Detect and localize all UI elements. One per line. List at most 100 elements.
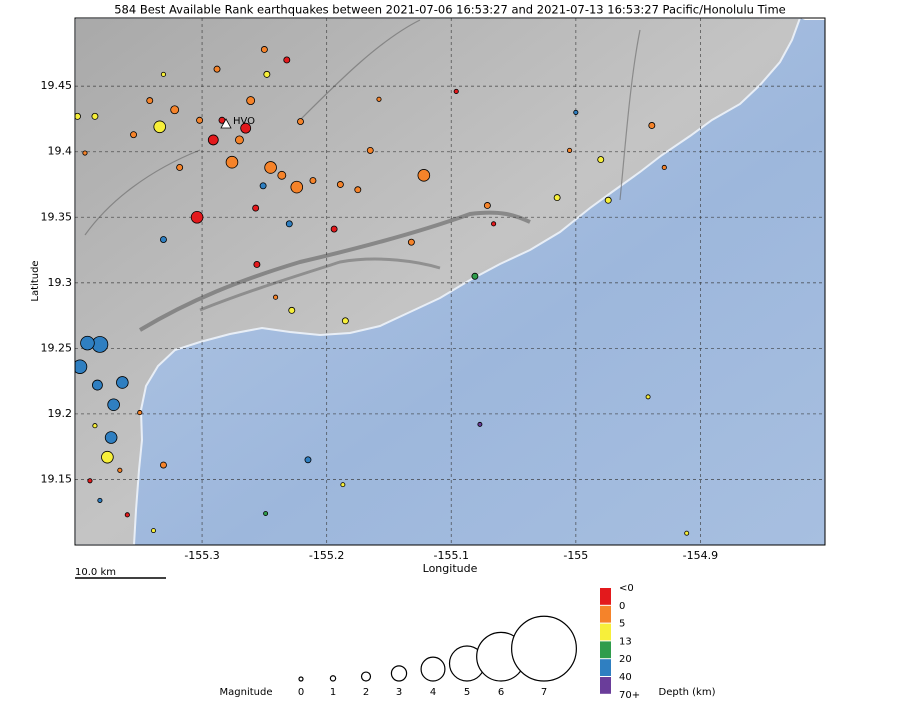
magnitude-legend-label: 2	[363, 687, 369, 698]
earthquake	[117, 467, 123, 473]
earthquake	[259, 182, 267, 190]
earthquake	[75, 359, 88, 374]
y-tick-label: 19.35	[41, 210, 73, 223]
depth-legend-label: <0	[619, 583, 634, 594]
x-tick-label: -155.1	[434, 549, 469, 562]
depth-legend-swatch	[600, 588, 611, 605]
earthquake	[340, 482, 346, 488]
earthquake	[207, 134, 219, 146]
depth-legend-swatch	[600, 659, 611, 676]
station-label: HVO	[233, 116, 255, 127]
earthquake	[92, 379, 103, 391]
fault-line	[84, 19, 641, 236]
earthquake	[151, 528, 156, 534]
earthquake	[253, 261, 261, 268]
earthquake	[366, 146, 374, 154]
magnitude-legend-title: Magnitude	[220, 687, 273, 698]
earthquake	[330, 225, 338, 233]
depth-legend-swatch	[600, 605, 611, 623]
earthquake	[453, 88, 459, 94]
magnitude-legend-label: 0	[298, 687, 304, 698]
earthquake	[553, 194, 561, 202]
station-marker	[220, 118, 232, 129]
map-area: HVO	[75, 18, 825, 545]
earthquake	[336, 181, 344, 188]
rift-zone	[199, 257, 441, 312]
earthquake	[225, 155, 239, 169]
earthquake	[471, 272, 479, 280]
earthquake	[146, 97, 154, 105]
earthquake	[304, 456, 312, 464]
y-axis-label: Latitude	[30, 260, 41, 301]
earthquake	[309, 177, 317, 185]
depth-legend-label: 70+	[619, 690, 640, 701]
earthquake	[604, 196, 612, 204]
earthquake	[297, 118, 304, 126]
earthquake	[263, 511, 269, 516]
earthquake	[91, 112, 99, 120]
x-tick-label: -155.3	[184, 549, 219, 562]
earthquake	[104, 431, 118, 444]
earthquake	[407, 238, 415, 246]
earthquake	[264, 161, 277, 174]
magnitude-legend-label: 4	[430, 687, 436, 698]
earthquake	[160, 236, 167, 243]
earthquake	[176, 163, 184, 171]
graticule	[75, 18, 825, 545]
earthquake	[153, 120, 166, 134]
y-tick-label: 19.2	[48, 407, 73, 420]
rift-zone	[138, 210, 531, 332]
earthquake	[648, 122, 656, 129]
earthquake	[376, 96, 382, 102]
earthquake	[273, 294, 279, 300]
earthquake	[684, 530, 690, 536]
magnitude-legend-label: 5	[464, 687, 470, 698]
earthquake	[235, 135, 244, 145]
magnitude-legend-circle	[420, 656, 446, 682]
scale-bar-label: 10.0 km	[75, 567, 116, 578]
earthquake	[97, 497, 103, 503]
x-tick-label: -154.9	[683, 549, 718, 562]
y-tick-label: 19.25	[41, 341, 73, 354]
depth-legend-swatch	[600, 677, 611, 694]
map-title: 584 Best Available Rank earthquakes betw…	[114, 3, 786, 17]
earthquake	[80, 335, 95, 351]
earthquake	[573, 109, 579, 115]
earthquake	[491, 221, 497, 227]
earthquake	[285, 220, 293, 228]
earthquake	[290, 180, 304, 194]
depth-legend-title: Depth (km)	[659, 687, 716, 698]
depth-legend-swatch	[600, 641, 611, 659]
magnitude-legend-circle	[329, 675, 337, 682]
earthquake	[567, 147, 573, 153]
depth-legend-label: 20	[619, 654, 632, 665]
earthquake	[277, 170, 287, 180]
earthquake	[92, 423, 98, 429]
y-tick-label: 19.45	[41, 79, 73, 92]
earthquakes	[75, 46, 690, 536]
earthquake	[645, 394, 651, 400]
legend: 0 1 2 3 4 5 6 7 <0 0 5 13 20 40 70+	[298, 583, 640, 701]
y-tick-label: 19.4	[48, 145, 73, 158]
earthquake	[116, 376, 129, 389]
earthquake	[597, 156, 605, 164]
earthquake	[107, 398, 120, 412]
earthquake	[190, 210, 204, 224]
magnitude-legend-label: 6	[498, 687, 504, 698]
magnitude-legend-circle	[390, 665, 408, 682]
earthquake	[283, 56, 291, 64]
earthquake	[137, 410, 143, 416]
map-frame	[74, 17, 826, 546]
x-tick-label: -155	[563, 549, 588, 562]
earthquake	[246, 96, 256, 105]
earthquake	[170, 105, 180, 115]
earthquake	[417, 169, 431, 182]
magnitude-legend-label: 7	[541, 687, 547, 698]
earthquake	[483, 202, 491, 209]
earthquake	[288, 306, 296, 314]
land	[75, 18, 802, 545]
earthquake	[124, 512, 130, 518]
magnitude-legend-label: 1	[330, 687, 336, 698]
depth-legend-label: 13	[619, 636, 632, 647]
magnitude-legend-circle	[360, 671, 372, 682]
